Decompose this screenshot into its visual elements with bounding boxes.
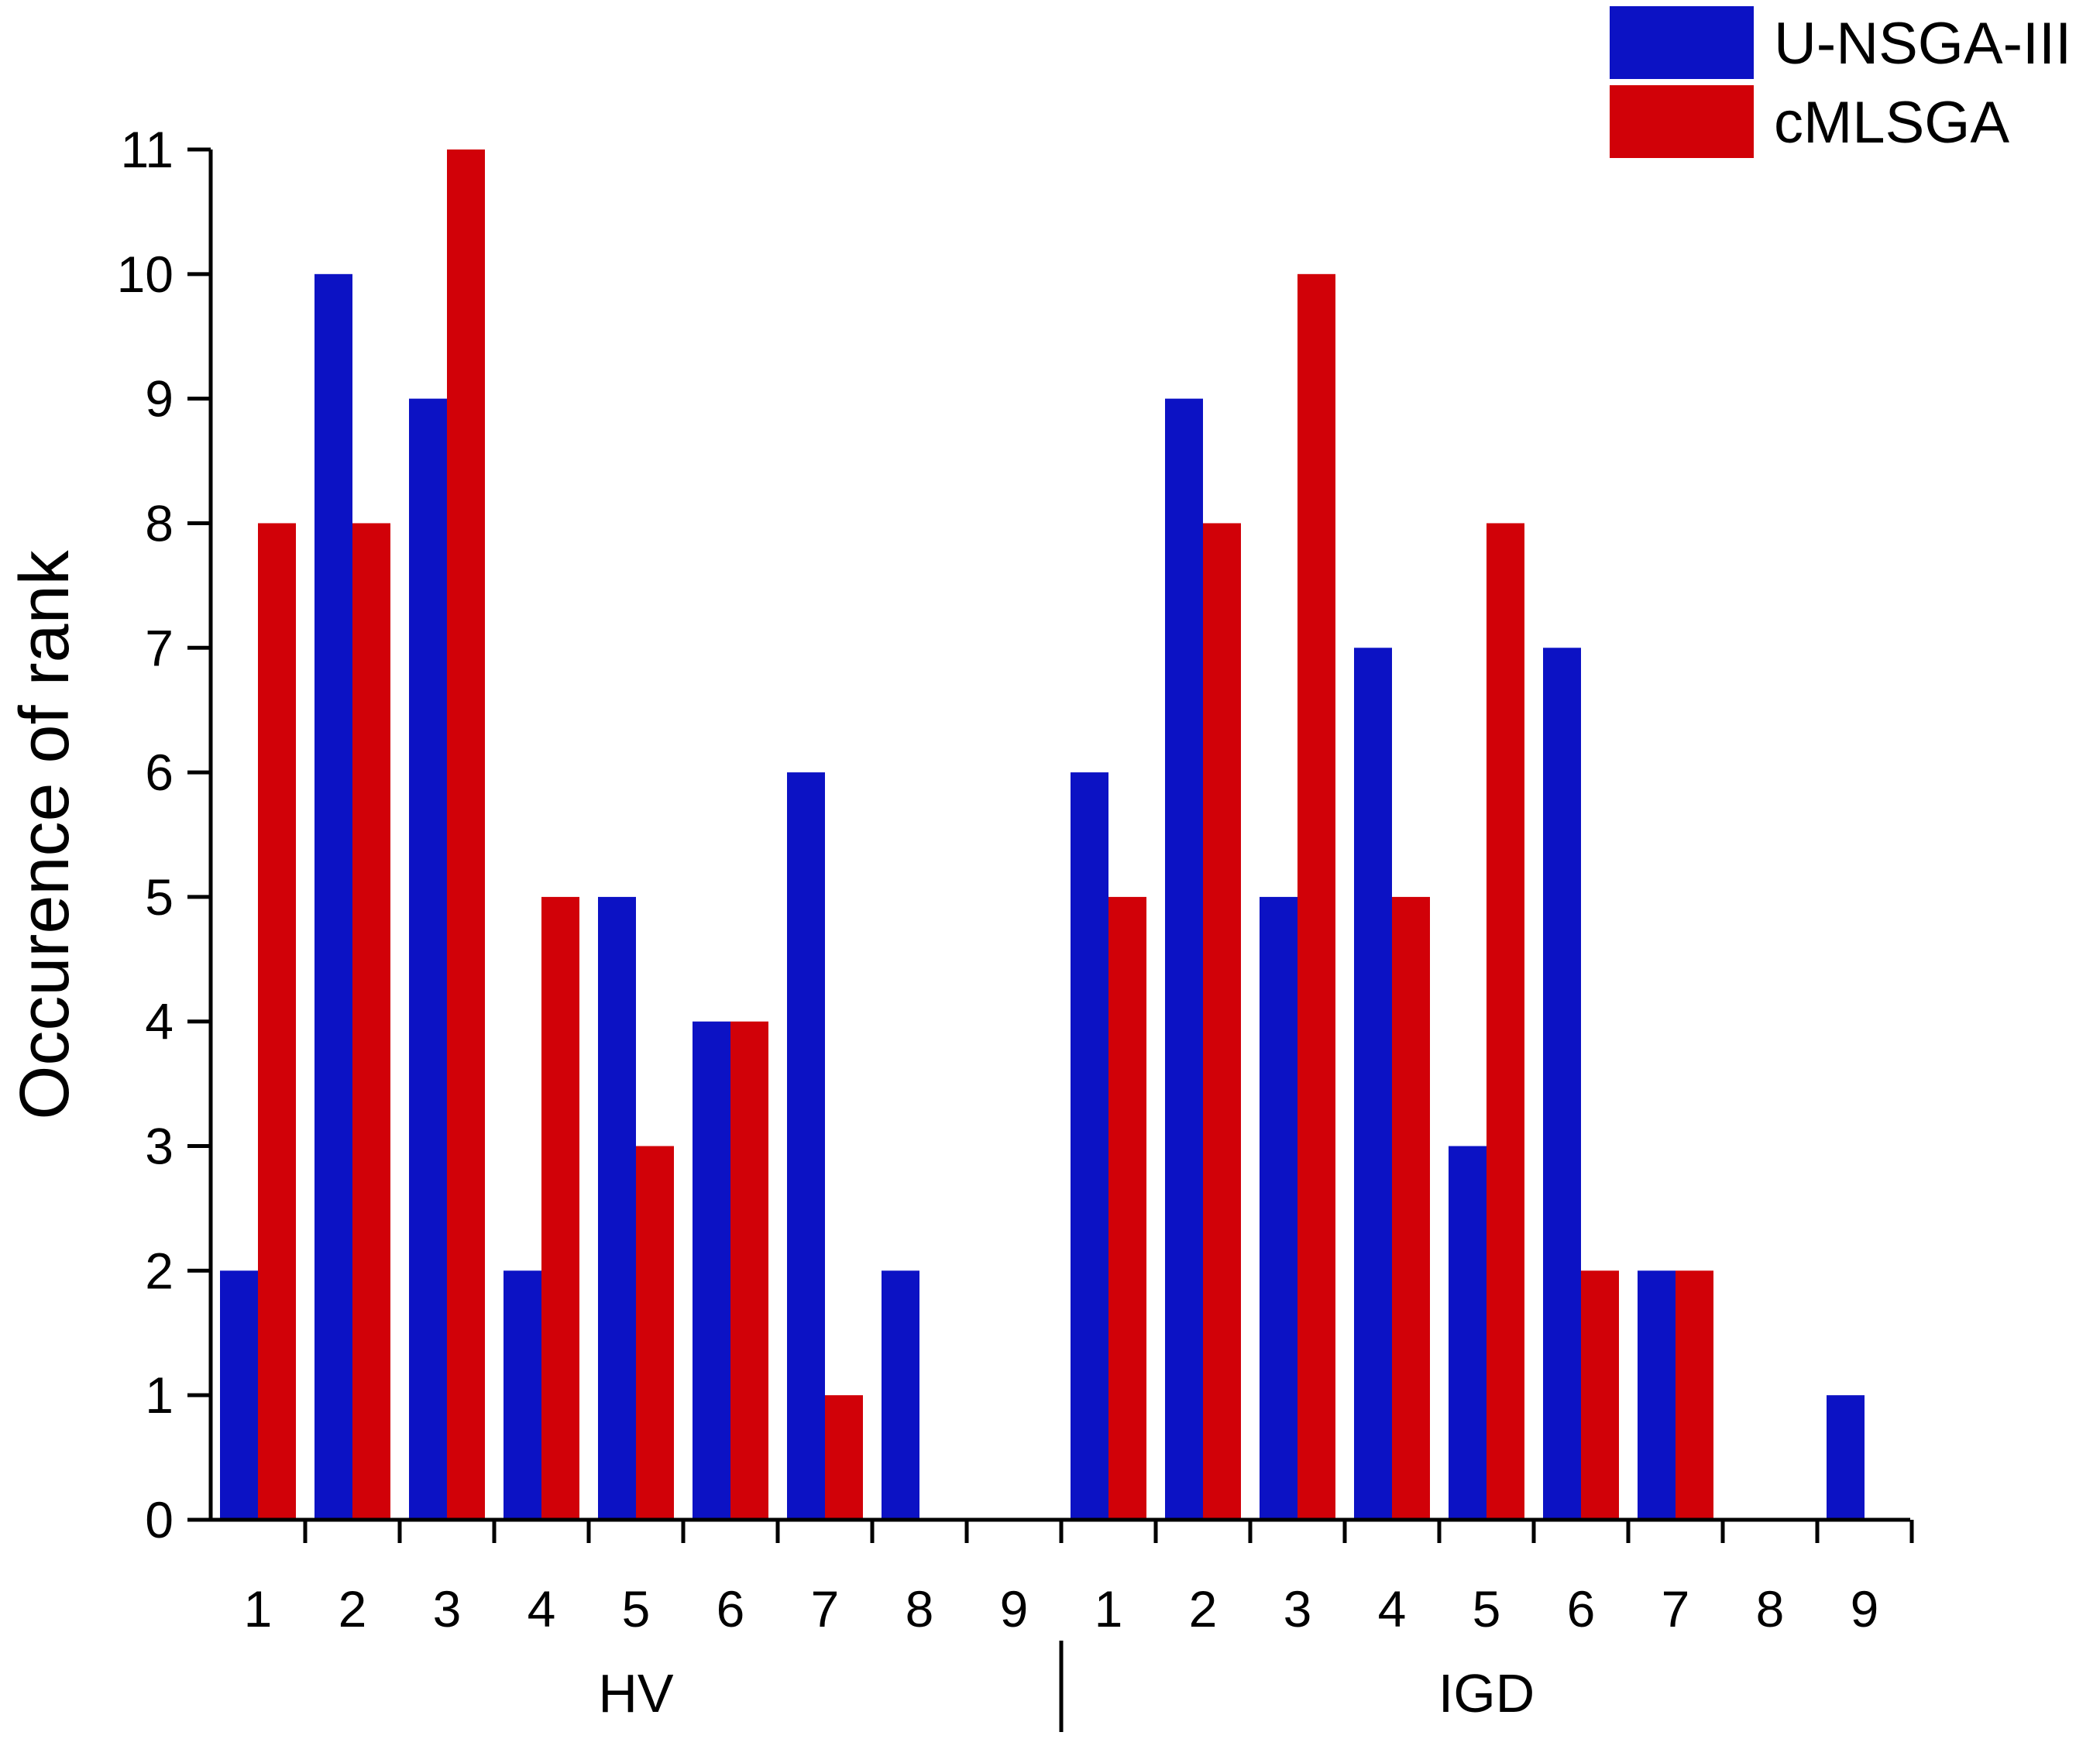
x-tick-label-11: 2	[1189, 1580, 1218, 1638]
y-tick-label-1: 1	[145, 1366, 174, 1424]
bar-u-nsga-iii-15	[1543, 648, 1581, 1520]
bars-layer	[220, 149, 1865, 1521]
x-tick-label-16: 7	[1662, 1580, 1690, 1638]
x-tick-label-18: 9	[1851, 1580, 1879, 1638]
bar-cmlsga-5	[636, 1146, 674, 1520]
bar-u-nsga-iii-10	[1071, 772, 1108, 1520]
legend-swatch-u-nsga-iii	[1610, 6, 1754, 79]
x-tick-label-6: 6	[717, 1580, 745, 1638]
bar-cmlsga-4	[541, 896, 579, 1520]
x-tick-label-8: 8	[906, 1580, 934, 1638]
bar-u-nsga-iii-18	[1827, 1395, 1865, 1520]
x-tick-label-1: 1	[244, 1580, 273, 1638]
legend-swatch-cmlsga	[1610, 85, 1754, 158]
bar-u-nsga-iii-16	[1638, 1270, 1676, 1520]
bar-u-nsga-iii-12	[1260, 896, 1297, 1520]
y-ticks: 0 1 2 3 4 5 6 7 8 9 10 11	[117, 121, 211, 1548]
x-tick-label-2: 2	[339, 1580, 367, 1638]
y-tick-label-6: 6	[145, 744, 174, 801]
x-tick-label-15: 6	[1567, 1580, 1596, 1638]
bar-cmlsga-6	[730, 1021, 768, 1520]
bar-cmlsga-3	[447, 149, 485, 1520]
bar-cmlsga-10	[1108, 896, 1146, 1520]
y-tick-label-2: 2	[145, 1242, 174, 1299]
legend-label-u-nsga-iii: U-NSGA-III	[1774, 11, 2071, 77]
bar-cmlsga-12	[1297, 273, 1335, 1521]
group-labels: HV IGD	[598, 1663, 1535, 1724]
bar-u-nsga-iii-5	[598, 896, 636, 1520]
x-tick-label-12: 3	[1284, 1580, 1312, 1638]
x-tick-label-7: 7	[811, 1580, 840, 1638]
bar-u-nsga-iii-7	[787, 772, 825, 1520]
x-ticks: 1 2 3 4 5 6 7 8 9 1 2 3 4 5 6 7 8 9	[244, 1520, 1914, 1638]
bar-u-nsga-iii-11	[1165, 398, 1203, 1520]
y-tick-label-0: 0	[145, 1491, 174, 1548]
x-tick-label-17: 8	[1756, 1580, 1785, 1638]
y-tick-label-11: 11	[120, 121, 174, 178]
bar-u-nsga-iii-13	[1354, 648, 1392, 1520]
bar-u-nsga-iii-4	[504, 1270, 541, 1520]
bar-cmlsga-2	[352, 523, 390, 1520]
x-tick-label-5: 5	[622, 1580, 651, 1638]
y-axis-title: Occurence of rank	[6, 549, 84, 1119]
y-tick-label-5: 5	[145, 868, 174, 926]
x-tick-label-13: 4	[1378, 1580, 1407, 1638]
bar-cmlsga-7	[825, 1395, 863, 1520]
y-tick-label-10: 10	[117, 246, 174, 303]
bar-cmlsga-16	[1676, 1270, 1713, 1520]
bar-cmlsga-15	[1581, 1270, 1619, 1520]
x-tick-label-14: 5	[1473, 1580, 1501, 1638]
y-tick-label-4: 4	[145, 993, 174, 1050]
bar-cmlsga-1	[258, 523, 296, 1520]
x-tick-label-4: 4	[528, 1580, 556, 1638]
legend-label-cmlsga: cMLSGA	[1774, 90, 2009, 156]
y-tick-label-7: 7	[145, 619, 174, 676]
bar-cmlsga-14	[1486, 523, 1524, 1520]
x-tick-label-9: 9	[1000, 1580, 1029, 1638]
x-tick-label-3: 3	[433, 1580, 462, 1638]
bar-u-nsga-iii-6	[693, 1021, 730, 1520]
bar-u-nsga-iii-2	[314, 273, 352, 1521]
bar-u-nsga-iii-14	[1449, 1146, 1486, 1520]
axes-layer	[187, 149, 1910, 1732]
y-tick-label-3: 3	[145, 1118, 174, 1175]
bar-cmlsga-11	[1203, 523, 1241, 1520]
bar-u-nsga-iii-3	[409, 398, 447, 1520]
y-tick-label-8: 8	[145, 494, 174, 552]
bar-cmlsga-13	[1392, 896, 1430, 1520]
group-label-hv: HV	[598, 1663, 674, 1724]
legend: U-NSGA-III cMLSGA	[1610, 6, 2071, 158]
y-tick-label-9: 9	[145, 370, 174, 428]
x-tick-label-10: 1	[1095, 1580, 1123, 1638]
group-label-igd: IGD	[1438, 1663, 1535, 1724]
bar-u-nsga-iii-8	[882, 1270, 919, 1520]
bar-u-nsga-iii-1	[220, 1270, 258, 1520]
